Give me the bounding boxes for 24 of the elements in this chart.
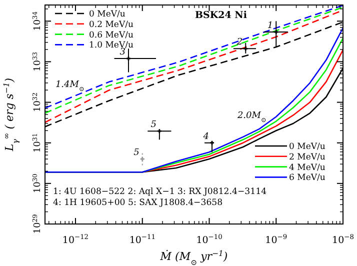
legend-label: 2 MeV/u <box>289 152 326 162</box>
annotation: 2.0M$_{⊙}$ <box>236 110 266 124</box>
x-tick-label: 10$^{−11}$ <box>129 233 156 246</box>
annotation: 2 <box>236 38 243 48</box>
annotation: 1: 4U 1608−522 2: Aql X−1 3: RX J0812.4−3114 <box>53 187 268 197</box>
legend-label: 4 MeV/u <box>289 162 326 173</box>
annotation: 5 <box>134 148 140 158</box>
x-tick-label: 10$^{−9}$ <box>265 233 288 246</box>
x-axis-title: Ṁ (M$_{⊙}$ yr$^{−1}$) <box>159 248 228 266</box>
legend-label: 0 MeV/u <box>89 10 126 20</box>
annotation: 3 <box>120 48 126 58</box>
annotation: 1 <box>267 21 274 31</box>
legend-label: 0.6 MeV/u <box>89 30 134 40</box>
x-tick-label: 10$^{−8}$ <box>332 233 354 246</box>
legend-label: 6 MeV/u <box>289 173 326 184</box>
text: BSK24 Ni <box>195 10 248 21</box>
legend-label: 0 MeV/u <box>289 142 326 152</box>
x-tick-label: 10$^{−12}$ <box>62 233 89 246</box>
annotation: 4: 1H 19605+00 5: SAX J1808.4−3658 <box>53 198 223 208</box>
annotation: 4 <box>202 132 210 142</box>
annotation: 1.4M$_{⊙}$ <box>55 80 84 92</box>
legend-label: 0.2 MeV/u <box>89 20 134 30</box>
annotation: 5 <box>150 120 157 130</box>
x-tick-label: 10$^{−10}$ <box>196 233 222 246</box>
